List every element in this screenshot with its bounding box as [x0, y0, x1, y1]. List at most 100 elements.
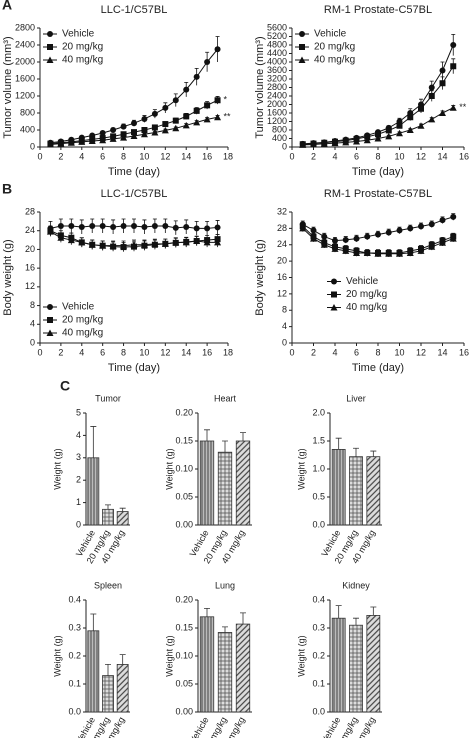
- x-tick-label: 2: [58, 347, 63, 357]
- legend-marker: [330, 304, 338, 311]
- error-bar: [90, 613, 97, 631]
- error-bar: [240, 432, 246, 441]
- error-bar: [105, 664, 111, 676]
- y-tick-label: 0.3: [312, 622, 325, 632]
- x-tick-label: 12: [160, 151, 170, 161]
- marker: [78, 238, 86, 246]
- marker: [418, 105, 424, 112]
- marker: [299, 141, 307, 148]
- marker: [110, 223, 117, 230]
- y-tick-label: 2800: [267, 82, 287, 92]
- marker: [363, 249, 371, 256]
- marker: [428, 84, 435, 91]
- y-tick-label: 1.0: [312, 463, 325, 473]
- x-tick-label: 14: [181, 151, 191, 161]
- x-tick-label: 18: [223, 347, 233, 357]
- legend-label: 40 mg/kg: [314, 55, 355, 66]
- y-tick-label: 28: [277, 223, 287, 233]
- marker: [418, 223, 424, 230]
- bar: [87, 457, 100, 526]
- marker: [172, 224, 179, 231]
- bar: [235, 440, 251, 526]
- marker: [342, 247, 350, 254]
- y-tick-label: 0.4: [312, 594, 325, 604]
- marker: [375, 131, 381, 138]
- bar: [331, 448, 346, 526]
- marker: [310, 227, 317, 234]
- marker: [214, 113, 222, 121]
- legend-label: 20 mg/kg: [346, 289, 387, 300]
- legend-marker: [298, 56, 306, 63]
- chart-title: Lung: [215, 580, 235, 590]
- x-tick-label: 12: [160, 347, 170, 357]
- marker: [99, 242, 107, 249]
- marker: [439, 217, 446, 224]
- y-tick-label: 16: [277, 272, 287, 282]
- marker: [417, 122, 425, 129]
- y-tick-label: 800: [272, 124, 287, 134]
- error-bar: [335, 605, 342, 619]
- marker: [385, 127, 392, 134]
- marker: [161, 240, 169, 247]
- legend-label: 20 mg/kg: [62, 42, 103, 53]
- marker: [172, 238, 180, 246]
- bar: [349, 456, 363, 526]
- marker: [417, 247, 425, 254]
- y-tick-label: 0: [282, 337, 287, 347]
- y-tick-label: 0.20: [175, 594, 193, 604]
- marker: [67, 236, 75, 244]
- y-tick-label: 20: [25, 244, 35, 254]
- marker: [428, 243, 436, 250]
- marker: [120, 223, 127, 230]
- x-tick-label: 6: [100, 151, 105, 161]
- marker: [162, 223, 169, 230]
- legend-label: Vehicle: [62, 29, 95, 40]
- marker: [141, 223, 148, 230]
- y-axis-title: Weight (g): [164, 448, 174, 489]
- chart-title: Spleen: [94, 580, 122, 590]
- chart-title: LLC-1/C57BL: [101, 188, 168, 200]
- marker: [162, 104, 169, 111]
- marker: [68, 223, 75, 230]
- y-tick-label: 0.0: [68, 706, 81, 716]
- y-tick-label: 1600: [267, 107, 287, 117]
- marker: [396, 129, 403, 137]
- marker: [331, 245, 339, 252]
- y-axis-title: Body weight (g): [2, 239, 14, 315]
- y-tick-label: 0.5: [312, 491, 325, 501]
- marker: [131, 129, 137, 136]
- y-tick-label: 1.5: [312, 435, 325, 445]
- marker: [141, 115, 148, 122]
- y-tick-label: 8: [282, 305, 287, 315]
- marker: [385, 132, 393, 140]
- legend-label: 20 mg/kg: [314, 42, 355, 53]
- marker: [385, 250, 393, 257]
- x-tick-label: 12: [416, 347, 426, 357]
- y-axis-title: Weight (g): [164, 635, 174, 676]
- bar: [349, 624, 363, 713]
- x-tick-label: 8: [121, 347, 126, 357]
- panel-label: C: [60, 378, 70, 394]
- panel-label: B: [2, 181, 12, 197]
- marker: [321, 233, 328, 240]
- y-tick-label: 0.1: [68, 678, 81, 688]
- annotation: *: [224, 95, 228, 105]
- annotation: **: [224, 112, 232, 122]
- bar: [217, 632, 233, 713]
- x-tick-label: 8: [375, 347, 380, 357]
- marker: [385, 229, 392, 236]
- error-bar: [370, 450, 377, 457]
- marker: [204, 102, 211, 109]
- marker: [172, 97, 179, 104]
- legend-label: 40 mg/kg: [62, 55, 103, 66]
- marker: [396, 122, 403, 129]
- y-tick-label: 2800: [15, 22, 35, 32]
- marker: [439, 239, 446, 246]
- x-tick-label: 16: [202, 347, 212, 357]
- chart-title: RM-1 Prostate-C57BL: [324, 4, 432, 16]
- y-axis-title: Body weight (g): [254, 239, 266, 315]
- marker: [151, 124, 158, 131]
- legend-marker: [46, 56, 54, 63]
- marker: [428, 221, 435, 228]
